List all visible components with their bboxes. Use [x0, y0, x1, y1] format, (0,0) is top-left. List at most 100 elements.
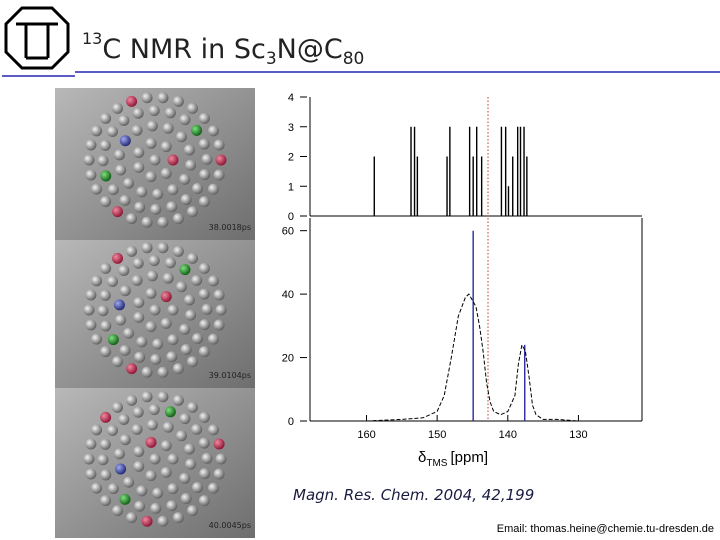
- x-label-symbol: δ: [418, 449, 426, 466]
- spectrum-line: [366, 293, 614, 422]
- atom: [113, 448, 125, 460]
- atom: [146, 419, 158, 431]
- atom: [186, 102, 198, 114]
- atom: [145, 137, 157, 149]
- atom: [191, 332, 203, 344]
- y-tick-label: 20: [282, 353, 294, 365]
- atom: [107, 425, 119, 437]
- atom: [134, 351, 146, 363]
- atom: [85, 289, 97, 301]
- atom: [91, 482, 103, 494]
- atom: [123, 177, 135, 189]
- logo: [4, 6, 70, 70]
- atom: [145, 171, 157, 183]
- atom: [100, 495, 112, 507]
- atom: [107, 126, 119, 138]
- atom: [112, 102, 124, 114]
- atom: [198, 495, 210, 507]
- atom: [152, 487, 164, 499]
- atom: [191, 481, 203, 493]
- atom: [215, 154, 227, 166]
- atom: [157, 242, 169, 254]
- atom: [213, 289, 225, 301]
- atom: [198, 346, 210, 358]
- atom: [148, 105, 160, 117]
- atom: [191, 423, 203, 435]
- atom: [175, 131, 187, 143]
- atom: [141, 391, 153, 403]
- timestamp: 40.0045ps: [209, 521, 251, 530]
- x-tick-label: 130: [569, 429, 587, 441]
- atom: [157, 92, 169, 104]
- y-tick-label: 0: [288, 211, 294, 223]
- atom: [179, 413, 191, 425]
- title-sub: 80: [343, 49, 365, 69]
- atom: [113, 299, 125, 311]
- atom: [149, 453, 161, 465]
- atom: [112, 356, 124, 368]
- atom: [183, 443, 195, 455]
- atom: [107, 276, 119, 288]
- atom: [157, 391, 169, 403]
- atom: [186, 401, 198, 413]
- atom: [126, 512, 138, 524]
- timestamp: 38.0018ps: [209, 223, 251, 232]
- atom: [83, 453, 95, 465]
- atom: [179, 264, 191, 276]
- email: Email: thomas.heine@chemie.tu-dresden.de: [497, 523, 714, 535]
- atom: [152, 188, 164, 200]
- atom: [207, 482, 219, 494]
- atom: [126, 394, 138, 406]
- atom: [166, 201, 178, 213]
- atom: [148, 255, 160, 267]
- atom: [100, 411, 112, 423]
- atom: [133, 297, 145, 309]
- y-tick-label: 0: [288, 416, 294, 428]
- atom: [157, 515, 169, 527]
- atom: [180, 344, 192, 356]
- atom: [91, 424, 103, 436]
- atom: [100, 320, 112, 332]
- atom: [167, 334, 179, 346]
- atom: [119, 344, 131, 356]
- title-sup: 13: [82, 29, 102, 48]
- atom: [167, 483, 179, 495]
- atom: [136, 485, 148, 497]
- atom: [126, 213, 138, 225]
- atom: [100, 112, 112, 124]
- atom: [198, 411, 210, 423]
- atom: [179, 114, 191, 126]
- atom: [213, 169, 225, 181]
- atom: [167, 154, 179, 166]
- y-tick-label: 1: [288, 181, 294, 193]
- atom: [149, 154, 161, 166]
- atom: [136, 336, 148, 348]
- atom: [85, 169, 97, 181]
- atom: [175, 430, 187, 442]
- atom: [172, 363, 184, 375]
- atom: [160, 317, 172, 329]
- atom: [185, 159, 197, 171]
- atom: [119, 194, 131, 206]
- atom: [83, 154, 95, 166]
- atom: [172, 394, 184, 406]
- atom: [198, 288, 210, 300]
- atom: [180, 194, 192, 206]
- atom: [164, 406, 176, 418]
- atom: [100, 170, 112, 182]
- timestamp: 39.0104ps: [209, 371, 251, 380]
- atom: [119, 434, 131, 446]
- atom: [115, 314, 127, 326]
- atom: [118, 413, 130, 425]
- y-tick-label: 40: [282, 289, 294, 301]
- atom: [132, 257, 144, 269]
- atom: [91, 125, 103, 137]
- atom: [198, 112, 210, 124]
- atom: [167, 453, 179, 465]
- atom: [131, 274, 143, 286]
- atom: [85, 468, 97, 480]
- atom: [133, 147, 145, 159]
- atom: [198, 138, 210, 150]
- atom: [207, 275, 219, 287]
